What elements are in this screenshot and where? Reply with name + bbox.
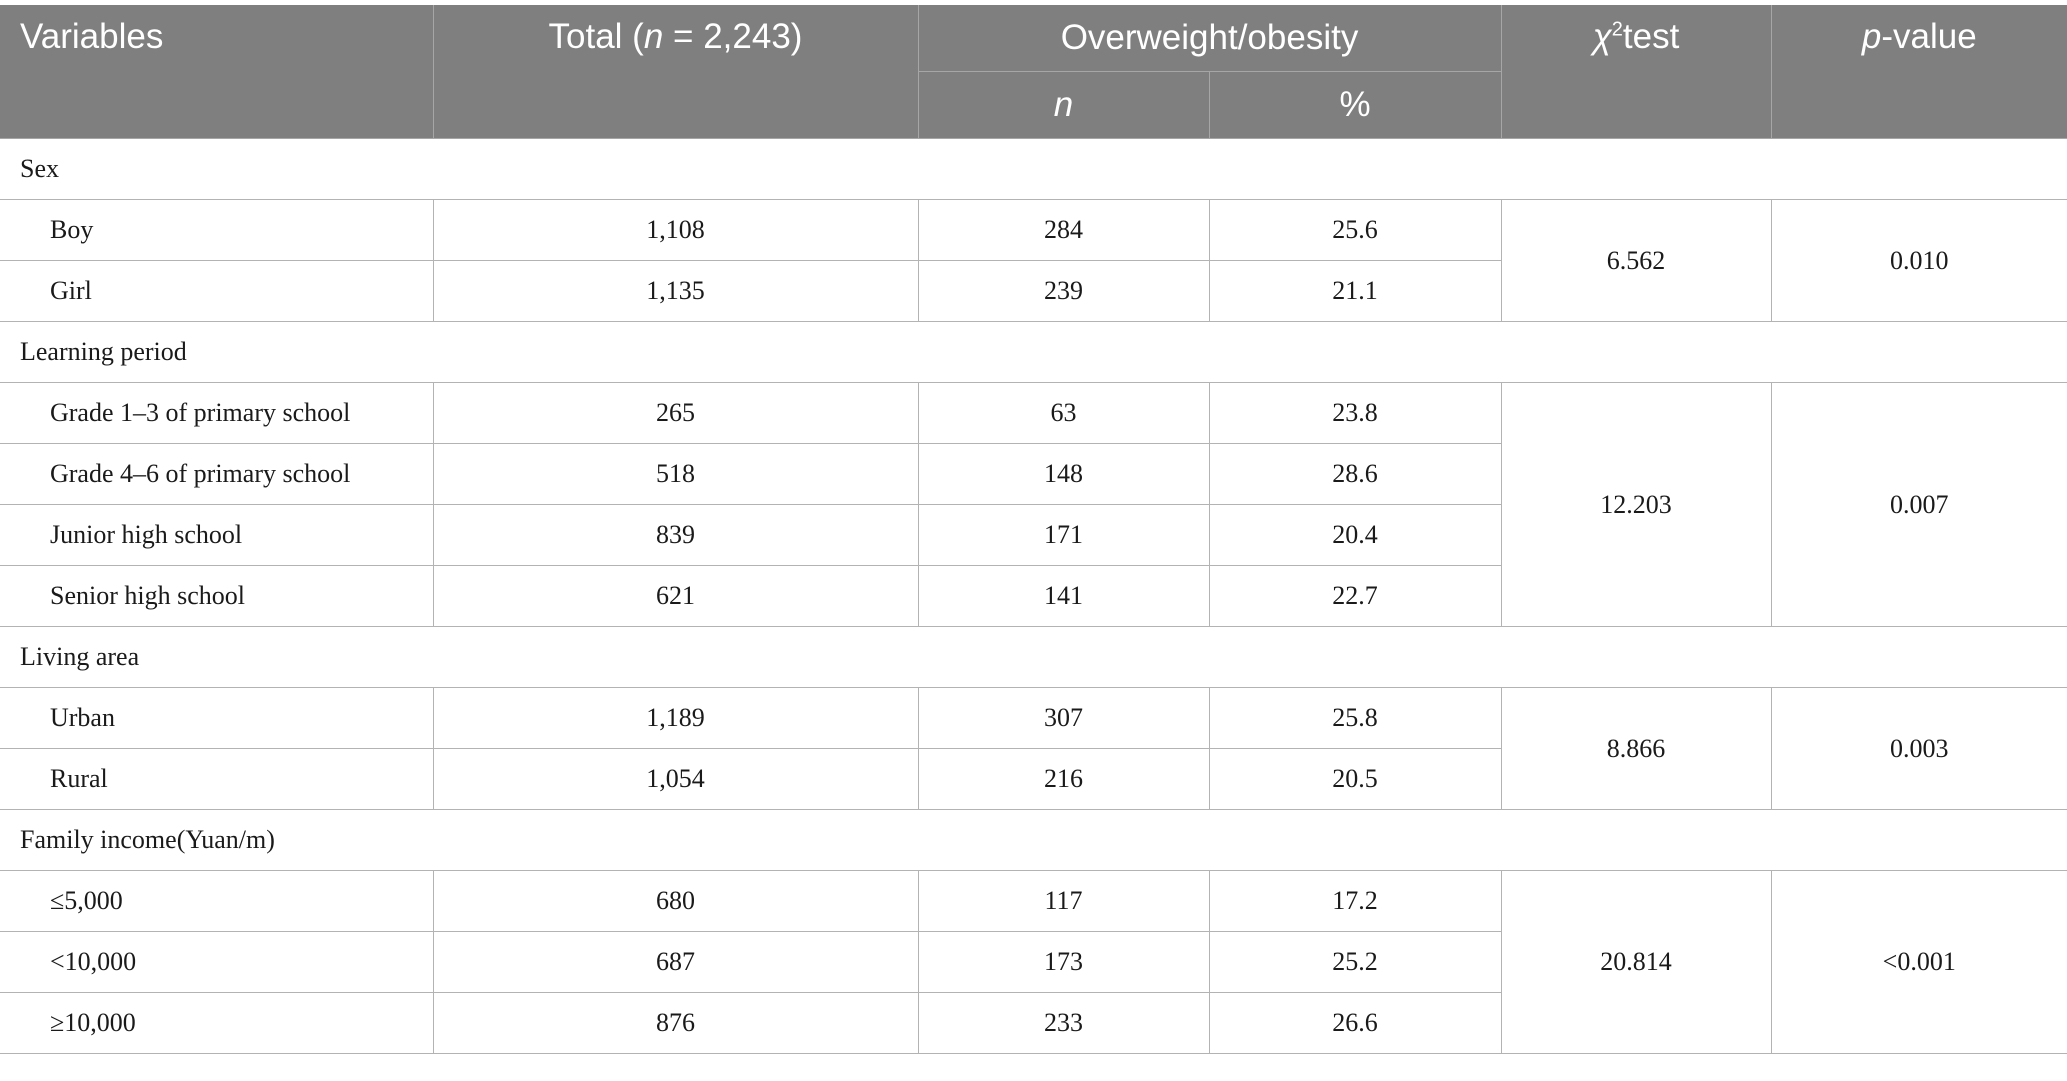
n-cell: 117 bbox=[917, 870, 1210, 932]
header-variables: Variables bbox=[0, 5, 434, 139]
table-row: Boy 1,108 284 25.6 6.562 0.010 bbox=[0, 199, 2067, 322]
group-row: Family income(Yuan/m) bbox=[0, 809, 2067, 871]
table-body: Sex Boy 1,108 284 25.6 6.562 0.010 Girl 1,135 239… bbox=[0, 138, 2067, 1054]
pct-cell: 23.8 bbox=[1208, 382, 1502, 444]
row-label: Senior high school bbox=[0, 565, 434, 627]
pct-cell: 25.2 bbox=[1208, 931, 1502, 993]
pct-cell: 17.2 bbox=[1208, 870, 1502, 932]
total-cell: 1,135 bbox=[432, 260, 919, 322]
row-label: ≥10,000 bbox=[0, 992, 434, 1054]
table-row: Junior high school 839 171 20.4 bbox=[0, 504, 2067, 566]
header-sub-pct: % bbox=[1208, 71, 1502, 139]
header-p-value: p-value bbox=[1770, 5, 2067, 139]
chi-test-cell: 20.814 bbox=[1500, 870, 1772, 1054]
row-label: ≤5,000 bbox=[0, 870, 434, 932]
total-cell: 621 bbox=[432, 565, 919, 627]
chi-test-cell: 6.562 bbox=[1500, 199, 1772, 322]
group-row: Learning period bbox=[0, 321, 2067, 383]
n-cell: 148 bbox=[917, 443, 1210, 505]
p-value-cell: <0.001 bbox=[1770, 870, 2067, 1054]
chi-test-cell: 8.866 bbox=[1500, 687, 1772, 810]
pct-cell: 20.5 bbox=[1208, 748, 1502, 810]
p-value-cell: 0.010 bbox=[1770, 199, 2067, 322]
total-cell: 1,189 bbox=[432, 687, 919, 749]
group-row: Sex bbox=[0, 138, 2067, 200]
group-label: Living area bbox=[0, 626, 2067, 688]
data-table: Variables Total (n = 2,243) Overweight/o… bbox=[0, 5, 2067, 1054]
total-cell: 1,108 bbox=[432, 199, 919, 261]
table-row: Grade 4–6 of primary school 518 148 28.6 bbox=[0, 443, 2067, 505]
n-cell: 233 bbox=[917, 992, 1210, 1054]
table-header: Variables Total (n = 2,243) Overweight/o… bbox=[0, 5, 2067, 139]
table-row: Grade 1–3 of primary school 265 63 23.8 12.2… bbox=[0, 382, 2067, 627]
total-cell: 687 bbox=[432, 931, 919, 993]
group-label: Learning period bbox=[0, 321, 2067, 383]
table-row: Senior high school 621 141 22.7 bbox=[0, 565, 2067, 627]
total-cell: 680 bbox=[432, 870, 919, 932]
table-row: Urban 1,189 307 25.8 8.866 0.003 bbox=[0, 687, 2067, 810]
n-cell: 239 bbox=[917, 260, 1210, 322]
pct-cell: 26.6 bbox=[1208, 992, 1502, 1054]
pct-cell: 21.1 bbox=[1208, 260, 1502, 322]
row-label: Grade 4–6 of primary school bbox=[0, 443, 434, 505]
n-cell: 307 bbox=[917, 687, 1210, 749]
table-row: Girl 1,135 239 21.1 bbox=[0, 260, 2067, 322]
pct-cell: 20.4 bbox=[1208, 504, 1502, 566]
table-row: <10,000 687 173 25.2 bbox=[0, 931, 2067, 993]
group-label: Sex bbox=[0, 138, 2067, 200]
p-value-cell: 0.003 bbox=[1770, 687, 2067, 810]
row-label: <10,000 bbox=[0, 931, 434, 993]
table-row: Rural 1,054 216 20.5 bbox=[0, 748, 2067, 810]
row-label: Grade 1–3 of primary school bbox=[0, 382, 434, 444]
pct-cell: 25.6 bbox=[1208, 199, 1502, 261]
n-cell: 284 bbox=[917, 199, 1210, 261]
header-sub-n: n bbox=[918, 71, 1210, 139]
n-cell: 141 bbox=[917, 565, 1210, 627]
row-label: Rural bbox=[0, 748, 434, 810]
pct-cell: 22.7 bbox=[1208, 565, 1502, 627]
group-label: Family income(Yuan/m) bbox=[0, 809, 2067, 871]
header-overweight: Overweight/obesity bbox=[917, 5, 1502, 72]
table-row: ≥10,000 876 233 26.6 bbox=[0, 992, 2067, 1054]
header-chi-test: χ2test bbox=[1500, 5, 1772, 139]
total-cell: 265 bbox=[432, 382, 919, 444]
table-row: ≤5,000 680 117 17.2 20.814 <0.001 bbox=[0, 870, 2067, 1054]
total-cell: 518 bbox=[432, 443, 919, 505]
total-cell: 839 bbox=[432, 504, 919, 566]
total-cell: 1,054 bbox=[432, 748, 919, 810]
n-cell: 63 bbox=[917, 382, 1210, 444]
total-cell: 876 bbox=[432, 992, 919, 1054]
n-cell: 171 bbox=[917, 504, 1210, 566]
row-label: Boy bbox=[0, 199, 434, 261]
row-label: Junior high school bbox=[0, 504, 434, 566]
group-row: Living area bbox=[0, 626, 2067, 688]
row-label: Girl bbox=[0, 260, 434, 322]
n-cell: 173 bbox=[917, 931, 1210, 993]
pct-cell: 28.6 bbox=[1208, 443, 1502, 505]
n-cell: 216 bbox=[917, 748, 1210, 810]
row-label: Urban bbox=[0, 687, 434, 749]
pct-cell: 25.8 bbox=[1208, 687, 1502, 749]
header-total: Total (n = 2,243) bbox=[432, 5, 919, 139]
chi-test-cell: 12.203 bbox=[1500, 382, 1772, 627]
p-value-cell: 0.007 bbox=[1770, 382, 2067, 627]
